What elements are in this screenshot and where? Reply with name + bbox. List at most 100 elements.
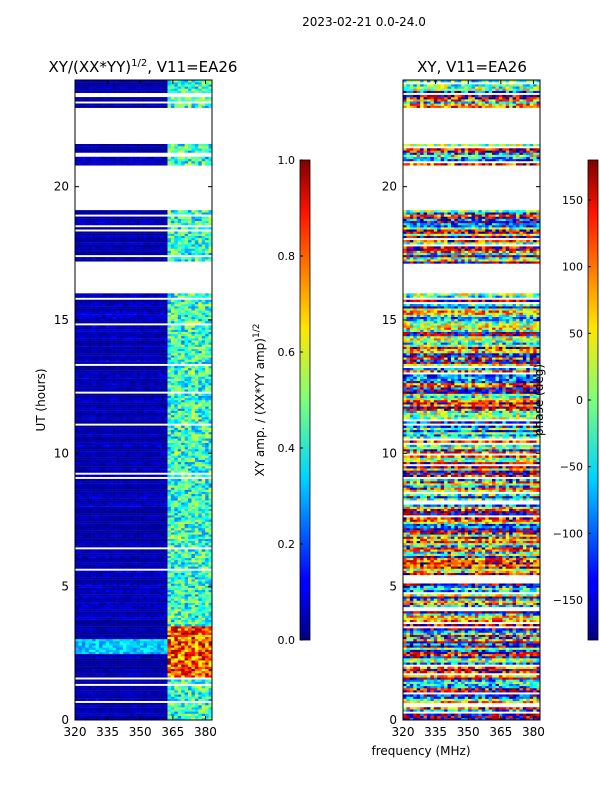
heatmap-cell [133, 714, 137, 716]
heatmap-cell [178, 620, 182, 622]
heatmap-cell [185, 671, 189, 673]
heatmap-cell [178, 532, 182, 534]
heatmap-cell [89, 598, 93, 600]
heatmap-cell [154, 556, 158, 558]
heatmap-cell [89, 466, 93, 468]
heatmap-cell [198, 492, 202, 494]
heatmap-cell [174, 650, 178, 652]
heatmap-cell [161, 607, 165, 609]
heatmap-cell [120, 581, 124, 583]
heatmap-cell [109, 560, 113, 562]
heatmap-cell [85, 643, 89, 645]
heatmap-cell [161, 586, 165, 588]
heatmap-cell [120, 526, 124, 528]
heatmap-cell [120, 530, 124, 532]
heatmap-cell [154, 686, 158, 688]
heatmap-cell [89, 507, 93, 509]
heatmap-cell [191, 511, 195, 513]
heatmap-cell [154, 607, 158, 609]
heatmap-cell [202, 588, 206, 590]
heatmap-cell [85, 630, 89, 632]
heatmap-cell [123, 622, 127, 624]
heatmap-cell [198, 639, 202, 641]
heatmap-cell [123, 669, 127, 671]
heatmap-cell [78, 515, 82, 517]
heatmap-cell [171, 611, 175, 613]
heatmap-cell [140, 500, 144, 502]
heatmap-cell [164, 707, 168, 709]
heatmap-cell [178, 581, 182, 583]
heatmap-cell [130, 647, 134, 649]
heatmap-cell [75, 519, 79, 521]
heatmap-cell [157, 673, 161, 675]
heatmap-cell [202, 630, 206, 632]
heatmap-cell [161, 611, 165, 613]
heatmap-cell [89, 601, 93, 603]
heatmap-cell [82, 601, 86, 603]
heatmap-cell [188, 581, 192, 583]
heatmap-cell [99, 468, 103, 470]
heatmap-cell [198, 564, 202, 566]
heatmap-cell [161, 590, 165, 592]
heatmap-cell [140, 654, 144, 656]
heatmap-cell [188, 528, 192, 530]
heatmap-cell [171, 628, 175, 630]
heatmap-cell [205, 656, 209, 658]
heatmap-cell [75, 637, 79, 639]
heatmap-cell [137, 511, 141, 513]
heatmap-cell [185, 513, 189, 515]
heatmap-cell [202, 688, 206, 690]
heatmap-cell [120, 575, 124, 577]
heatmap-cell [123, 583, 127, 585]
heatmap-cell [161, 519, 165, 521]
heatmap-cell [178, 490, 182, 492]
heatmap-cell [96, 539, 100, 541]
heatmap-cell [137, 630, 141, 632]
heatmap-cell [198, 652, 202, 654]
amp-heatmap [75, 80, 212, 720]
heatmap-cell [188, 545, 192, 547]
heatmap-cell [171, 609, 175, 611]
heatmap-cell [92, 573, 96, 575]
heatmap-cell [147, 652, 151, 654]
heatmap-cell [99, 586, 103, 588]
heatmap-cell [198, 496, 202, 498]
heatmap-cell [195, 633, 199, 635]
heatmap-cell [92, 496, 96, 498]
heatmap-cell [161, 507, 165, 509]
heatmap-cell [109, 660, 113, 662]
heatmap-cell [171, 466, 175, 468]
heatmap-cell [113, 537, 117, 539]
heatmap-cell [96, 494, 100, 496]
heatmap-cell [116, 628, 120, 630]
heatmap-cell [123, 709, 127, 711]
heatmap-cell [140, 462, 144, 464]
heatmap-cell [178, 711, 182, 713]
heatmap-cell [85, 479, 89, 481]
heatmap-cell [140, 556, 144, 558]
heatmap-cell [198, 562, 202, 564]
heatmap-cell [106, 647, 110, 649]
heatmap-cell [181, 528, 185, 530]
heatmap-cell [205, 601, 209, 603]
heatmap-cell [133, 635, 137, 637]
heatmap-cell [205, 545, 209, 547]
heatmap-cell [195, 658, 199, 660]
heatmap-cell [99, 481, 103, 483]
heatmap-cell [116, 485, 120, 487]
heatmap-cell [164, 564, 168, 566]
heatmap-cell [82, 714, 86, 716]
heatmap-cell [120, 662, 124, 664]
heatmap-cell [144, 654, 148, 656]
heatmap-cell [171, 562, 175, 564]
heatmap-cell [185, 633, 189, 635]
heatmap-cell [157, 665, 161, 667]
heatmap-cell [171, 714, 175, 716]
heatmap-cell [82, 639, 86, 641]
heatmap-cell [150, 515, 154, 517]
heatmap-cell [195, 603, 199, 605]
heatmap-cell [137, 588, 141, 590]
heatmap-cell [195, 692, 199, 694]
heatmap-cell [144, 466, 148, 468]
heatmap-cell [85, 583, 89, 585]
